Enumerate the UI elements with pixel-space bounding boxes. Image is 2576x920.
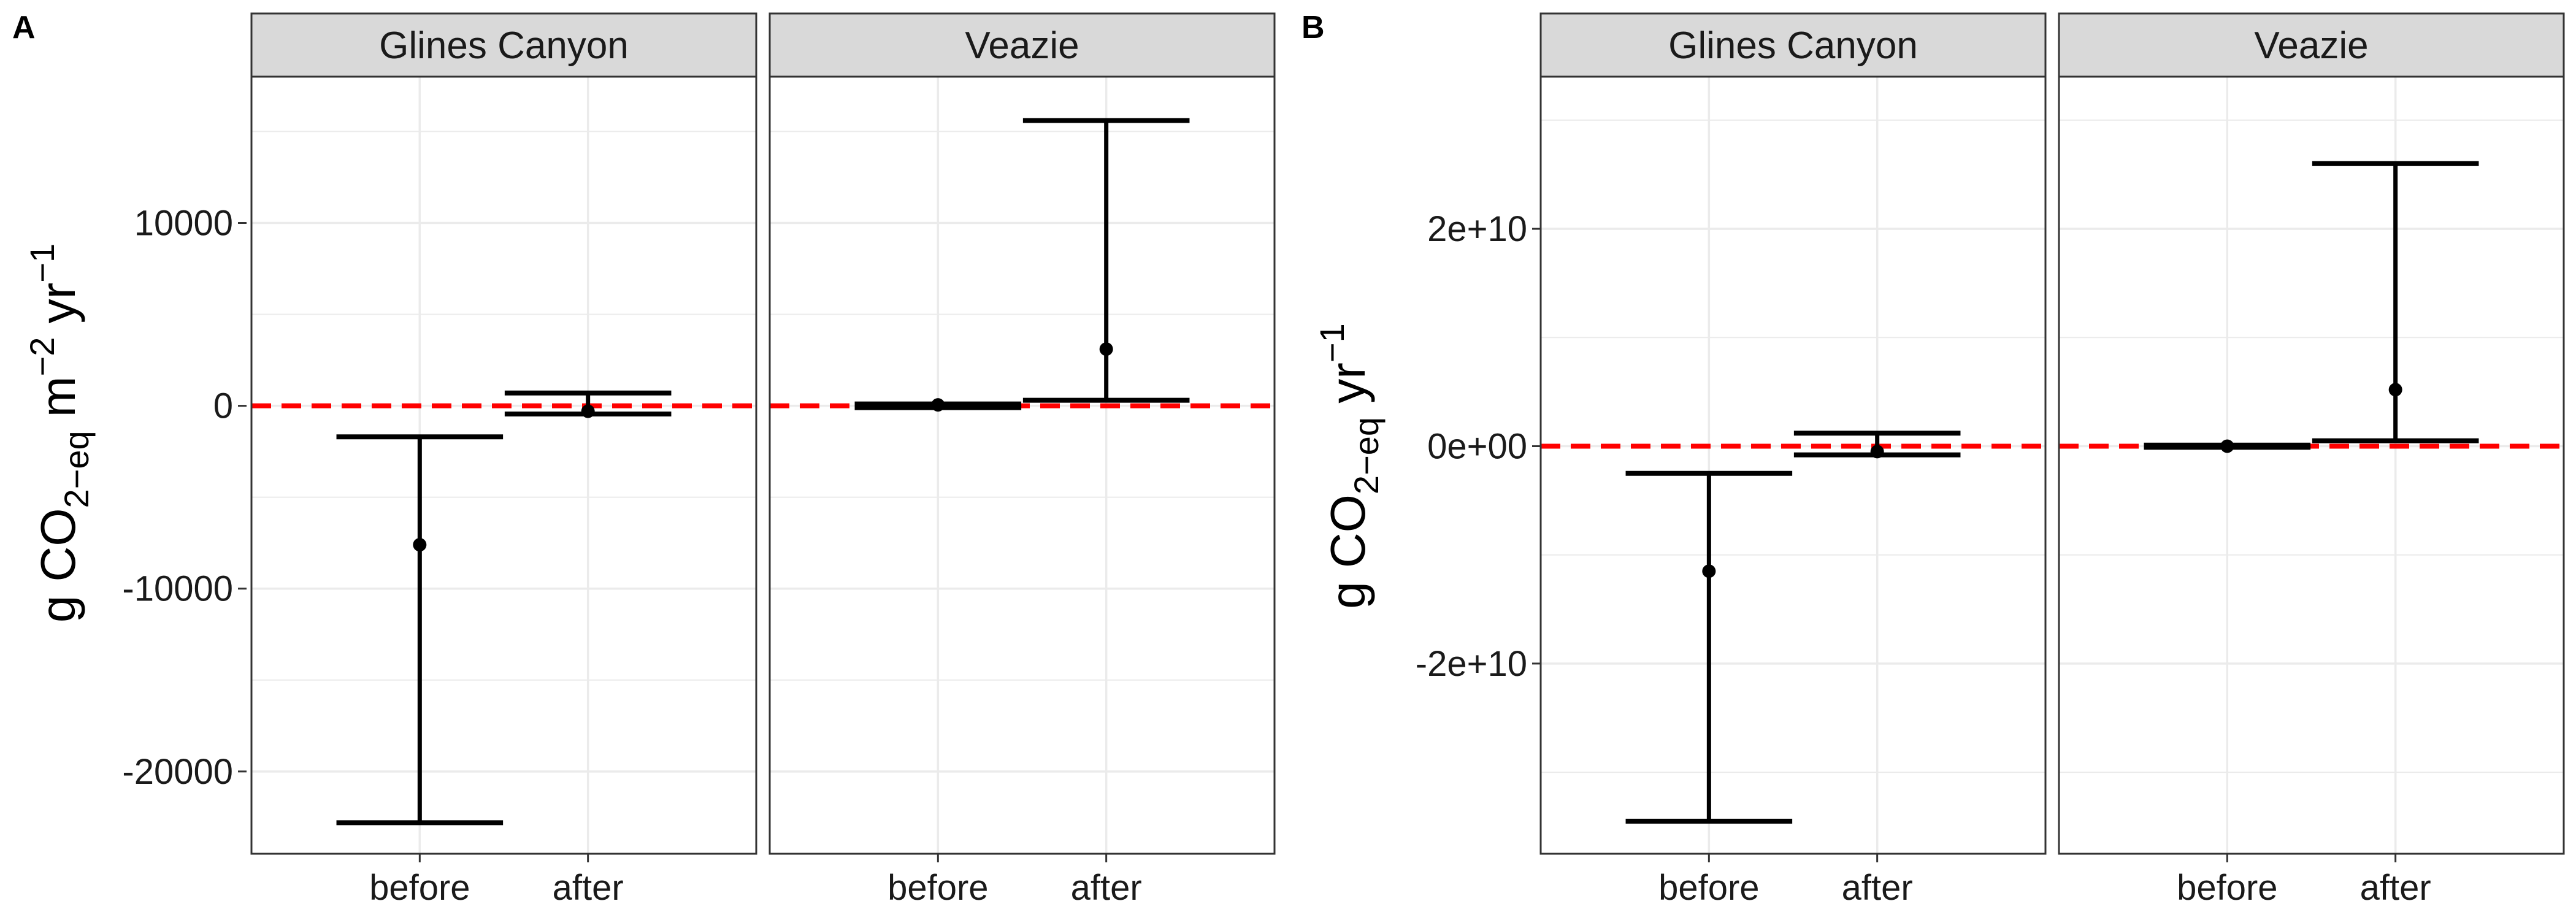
y-axis-label-a-sup1: −2 xyxy=(23,337,61,377)
errorbar-before xyxy=(336,434,504,826)
y-tick-label: -20000 xyxy=(122,752,233,792)
facet-strip-label: Glines Canyon xyxy=(1668,25,1918,67)
data-point xyxy=(2220,439,2234,453)
y-tick-label: 2e+10 xyxy=(1427,209,1527,249)
panel-background xyxy=(251,77,756,854)
x-tick-label: after xyxy=(1842,868,1913,908)
y-tick-label: -2e+10 xyxy=(1416,644,1527,684)
data-point xyxy=(2388,383,2402,397)
y-axis-label-a-sup2: −1 xyxy=(23,243,61,283)
x-tick-label: before xyxy=(1658,868,1759,908)
x-tick-label: after xyxy=(553,868,624,908)
facet-strip xyxy=(250,12,757,78)
data-point xyxy=(1702,564,1716,578)
facet-strip-label: Veazie xyxy=(965,25,1079,67)
chart-root: 10000 0 -10000 -20000 Glines Canyon before aft… xyxy=(122,12,2565,908)
y-axis-label-a: g CO2−eq m−2 yr−1 xyxy=(23,243,96,623)
facet-panel-veazie: Veazie before after xyxy=(2058,12,2565,908)
x-tick-label: before xyxy=(2177,868,2277,908)
facet-strip xyxy=(1539,12,2047,78)
y-tick-label: -10000 xyxy=(122,569,233,609)
x-tick-label: after xyxy=(2360,868,2431,908)
y-axis-label-b-unit1: yr xyxy=(1321,362,1375,417)
errorbar-after xyxy=(1793,431,1961,459)
y-axis-label-a-unit1: m xyxy=(31,376,85,431)
data-point xyxy=(1870,445,1884,459)
facet-panel-glines-canyon: Glines Canyon before after xyxy=(1539,12,2047,908)
data-point xyxy=(413,538,427,552)
panel-background xyxy=(2059,77,2564,854)
errorbar-after xyxy=(2312,161,2479,443)
y-axis-label-a-unit2: yr xyxy=(31,283,85,337)
errorbar-before xyxy=(854,398,1022,412)
data-point xyxy=(1099,342,1113,356)
data-point xyxy=(581,404,595,418)
data-point xyxy=(931,398,945,412)
x-tick-label: after xyxy=(1071,868,1142,908)
errorbar-before xyxy=(2144,439,2311,453)
x-tick-label: before xyxy=(887,868,988,908)
y-tick-label: 0 xyxy=(213,386,233,426)
y-tick-label: 10000 xyxy=(134,203,233,243)
errorbar-after xyxy=(1022,118,1190,403)
y-axis-label-a-main: g CO xyxy=(31,508,85,623)
panel-label-a: A xyxy=(12,10,36,45)
y-axis-label-b-sup1: −1 xyxy=(1313,323,1351,362)
y-axis-label-b-main: g CO xyxy=(1321,494,1375,609)
y-axis-label-b-sub: 2−eq xyxy=(1347,417,1386,494)
facet-panel-glines-canyon: Glines Canyon before after xyxy=(250,12,757,908)
panel-background xyxy=(1541,77,2045,854)
facet-strip xyxy=(769,12,1276,78)
facet-panel-veazie: Veazie before after xyxy=(769,12,1276,908)
y-axis-label-b: g CO2−eq yr−1 xyxy=(1313,323,1386,609)
errorbar-after xyxy=(504,390,672,418)
facet-strip-label: Veazie xyxy=(2254,25,2368,67)
facet-strip-label: Glines Canyon xyxy=(379,25,629,67)
facet-strip xyxy=(2058,12,2565,78)
errorbar-before xyxy=(1625,470,1793,824)
y-tick-label: 0e+00 xyxy=(1427,426,1527,466)
panel-background xyxy=(770,77,1275,854)
panel-label-b: B xyxy=(1301,10,1325,45)
y-axis-label-a-sub: 2−eq xyxy=(57,431,96,508)
x-tick-label: before xyxy=(369,868,470,908)
